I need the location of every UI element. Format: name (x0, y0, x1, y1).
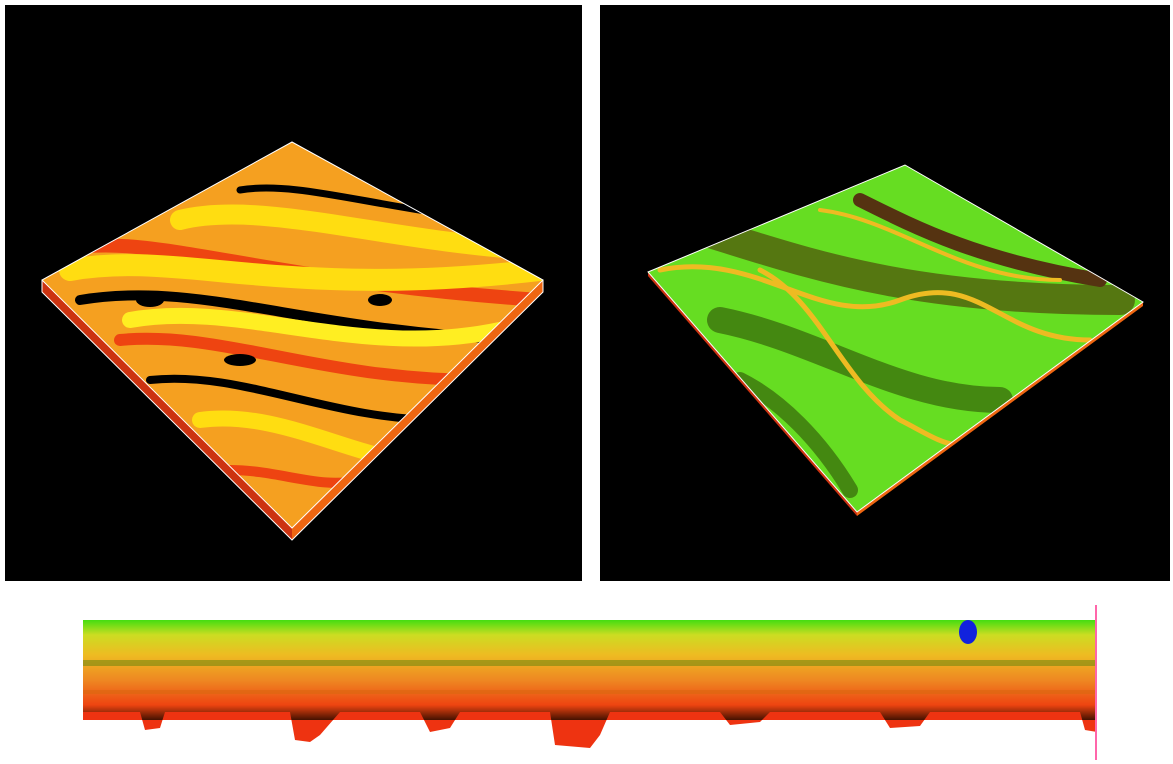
left-bounding-box (41, 280, 544, 541)
left-side-face (292, 280, 543, 540)
right-side-face (857, 302, 1143, 516)
left-bounding-box (41, 141, 544, 529)
left-side-face (42, 280, 292, 540)
right-bounding-box (647, 164, 1144, 513)
right-side-face (648, 272, 857, 516)
cross-section (83, 605, 1097, 760)
